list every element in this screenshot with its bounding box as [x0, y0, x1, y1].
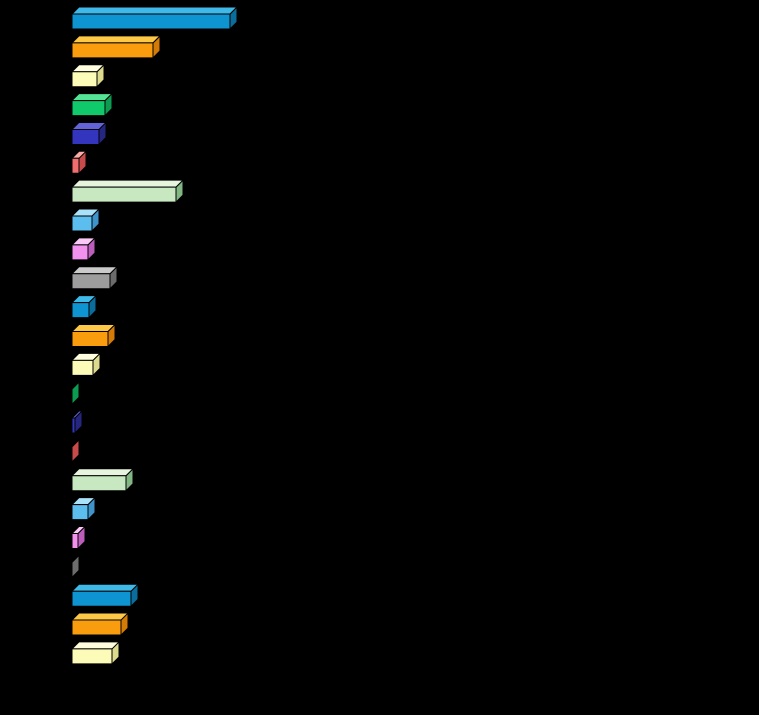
bar-row-22-orange	[70, 611, 130, 637]
bar-row-10-gray	[70, 265, 119, 290]
bar-front-face	[71, 475, 127, 492]
bar-row-18-light-blue	[70, 496, 97, 521]
bar-row-21-blue	[70, 582, 140, 608]
bar-top-face	[70, 641, 121, 650]
bar-top-face	[70, 612, 130, 621]
bar-front-face	[71, 590, 132, 607]
bar-front-face	[71, 186, 177, 203]
bar-front-face	[71, 244, 89, 261]
bar-row-14-green	[71, 380, 80, 406]
bar-front-face	[71, 417, 76, 434]
bar-front-face	[71, 648, 113, 665]
bar-row-6-salmon	[70, 150, 88, 175]
bar-row-12-orange	[70, 323, 117, 348]
bar-top-face	[70, 35, 162, 44]
bar-top-face	[70, 6, 239, 15]
bar-row-13-pale-yellow	[70, 352, 102, 377]
bar-row-17-pale-green	[70, 467, 135, 492]
bar-front-face	[71, 71, 98, 88]
bar-side-face	[71, 554, 80, 579]
bar-row-15-navy	[70, 409, 84, 435]
bar-top-face	[70, 93, 114, 102]
bar-front-face	[71, 532, 79, 549]
bar-row-9-violet	[70, 236, 97, 262]
bar-row-3-pale-yellow	[70, 63, 106, 88]
bar-row-19-violet	[70, 525, 87, 550]
bar-top-face	[70, 583, 140, 592]
bar-front-face	[71, 128, 100, 145]
bar-row-7-pale-green	[70, 178, 185, 204]
bar-row-4-green	[70, 92, 114, 117]
bar-top-face	[70, 468, 135, 477]
bar-front-face	[71, 359, 94, 376]
bar-front-face	[71, 215, 93, 232]
bar-front-face	[71, 619, 122, 636]
bar-front-face	[71, 13, 231, 30]
bar-front-face	[71, 302, 90, 319]
bar-row-11-blue	[70, 294, 98, 319]
bar-row-20-gray	[71, 554, 80, 579]
bar-front-face	[71, 330, 109, 347]
bar-front-face	[71, 157, 80, 174]
bar-top-face	[70, 179, 185, 188]
bar-row-1-blue	[70, 5, 239, 31]
bar-front-face	[71, 42, 154, 59]
bar-side-face	[71, 380, 80, 406]
bar-row-16-salmon	[71, 438, 80, 464]
bar-front-face	[71, 100, 106, 117]
bar-row-5-navy	[70, 121, 108, 146]
bar-side-face	[71, 438, 80, 464]
bar-row-8-light-blue	[70, 207, 101, 233]
bar-top-face	[70, 323, 117, 332]
bar-front-face	[71, 504, 89, 521]
bar-row-2-orange	[70, 34, 162, 60]
bar-row-23-pale-yellow	[70, 640, 121, 666]
bar-top-face	[70, 266, 119, 275]
bar-front-face	[71, 273, 111, 290]
